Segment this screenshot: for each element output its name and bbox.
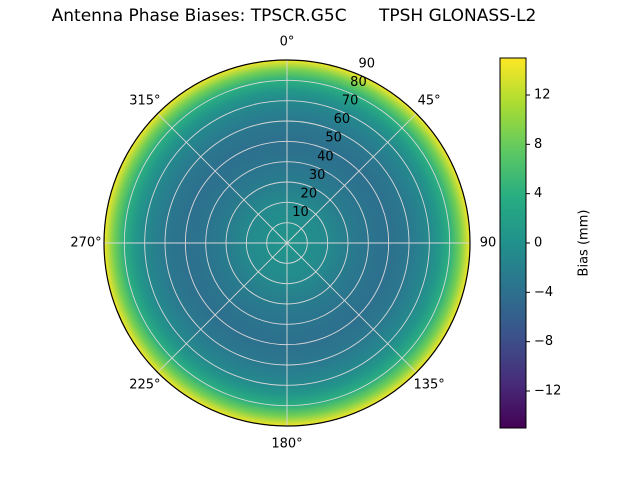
colorbar-tick-label: 0 [534,236,542,251]
polar-grid-circle [144,100,430,386]
theta-tick-label: 315° [129,93,160,108]
r-tick-label: 40 [317,149,334,164]
polar-grid-spoke [157,113,288,244]
r-tick-label: 20 [301,186,318,201]
theta-tick-label: 135° [413,378,444,393]
colorbar-tick-label: −4 [534,285,553,300]
r-tick-label: 60 [334,112,351,127]
theta-tick-label: 225° [129,378,160,393]
colorbar [499,57,527,429]
colorbar-tick-label: −8 [534,334,553,349]
theta-tick-label: 0° [280,35,295,50]
r-tick-label: 90 [358,56,375,71]
polar-grid-circle [123,79,451,407]
r-tick-label: 80 [350,75,367,90]
polar-grid-spoke [286,242,417,373]
r-tick-label: 30 [309,168,326,183]
theta-tick-label: 270° [70,236,101,251]
r-tick-label: 10 [292,205,309,220]
theta-tick-label: 180° [271,437,302,452]
polar-grid-circle [266,222,308,264]
colorbar-tick-label: −12 [534,384,561,399]
colorbar-axis-label: Bias (mm) [577,210,592,277]
colorbar-tick-label: 4 [534,186,542,201]
polar-grid-circle [225,181,349,305]
polar-grid-circle [245,201,329,285]
polar-grid-circle [184,140,390,346]
r-tick-label: 70 [342,94,359,109]
polar-grid-spoke [157,242,288,373]
polar-grid-spoke [286,113,417,244]
colorbar-tick-label: 8 [534,137,542,152]
theta-tick-label: 90 [480,236,497,251]
r-tick-label: 50 [325,131,342,146]
theta-tick-label: 45° [418,93,441,108]
colorbar-tick-label: 12 [534,88,551,103]
chart-title: Antenna Phase Biases: TPSCR.G5C TPSH GLO… [51,6,537,26]
polar-grid-circle [164,120,410,366]
polar-spine [103,59,471,427]
polar-grid-circle [205,161,369,325]
